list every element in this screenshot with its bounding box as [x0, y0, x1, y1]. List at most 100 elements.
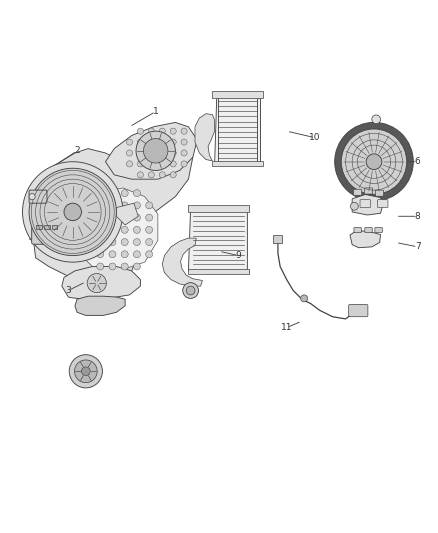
Circle shape	[121, 239, 128, 246]
Circle shape	[85, 202, 92, 209]
Circle shape	[181, 139, 187, 145]
Circle shape	[85, 251, 92, 258]
Circle shape	[109, 263, 116, 270]
Circle shape	[146, 227, 152, 233]
Circle shape	[109, 190, 116, 197]
Circle shape	[134, 227, 141, 233]
Circle shape	[85, 214, 92, 221]
Text: 8: 8	[415, 212, 420, 221]
FancyBboxPatch shape	[360, 200, 371, 207]
Circle shape	[97, 227, 104, 233]
Circle shape	[170, 139, 176, 145]
FancyBboxPatch shape	[187, 205, 249, 212]
Circle shape	[109, 227, 116, 233]
Circle shape	[134, 251, 141, 258]
Circle shape	[64, 203, 81, 221]
Circle shape	[138, 161, 144, 167]
Circle shape	[366, 154, 382, 169]
Circle shape	[121, 227, 128, 233]
Circle shape	[146, 251, 152, 258]
Circle shape	[97, 263, 104, 270]
Circle shape	[146, 202, 152, 209]
Polygon shape	[75, 296, 125, 316]
Text: 4: 4	[28, 233, 34, 243]
FancyBboxPatch shape	[349, 304, 368, 317]
FancyBboxPatch shape	[364, 188, 373, 194]
Text: 10: 10	[309, 133, 321, 142]
Circle shape	[148, 150, 154, 156]
Polygon shape	[75, 188, 158, 271]
FancyBboxPatch shape	[375, 190, 384, 196]
Polygon shape	[162, 238, 202, 286]
Circle shape	[146, 214, 152, 221]
Circle shape	[134, 202, 141, 209]
Text: 11: 11	[281, 323, 293, 332]
Circle shape	[148, 128, 154, 134]
FancyBboxPatch shape	[36, 225, 42, 229]
Circle shape	[29, 168, 117, 256]
Circle shape	[159, 172, 165, 178]
Circle shape	[121, 214, 128, 221]
Circle shape	[134, 190, 141, 197]
Circle shape	[159, 150, 165, 156]
FancyBboxPatch shape	[354, 228, 361, 232]
FancyBboxPatch shape	[375, 228, 382, 232]
Text: 3: 3	[66, 286, 71, 295]
Circle shape	[97, 190, 104, 197]
Polygon shape	[352, 195, 383, 215]
FancyBboxPatch shape	[187, 269, 249, 274]
Circle shape	[183, 282, 198, 298]
Circle shape	[121, 190, 128, 197]
Circle shape	[159, 139, 165, 145]
Polygon shape	[350, 231, 381, 248]
Circle shape	[138, 150, 144, 156]
Polygon shape	[195, 114, 215, 161]
Circle shape	[181, 128, 187, 134]
Circle shape	[138, 172, 144, 178]
Text: 5: 5	[83, 373, 89, 382]
Circle shape	[97, 239, 104, 246]
Circle shape	[127, 150, 133, 156]
Text: 1: 1	[153, 107, 159, 116]
Circle shape	[170, 150, 176, 156]
Circle shape	[159, 161, 165, 167]
Circle shape	[148, 139, 154, 145]
Circle shape	[134, 263, 141, 270]
Circle shape	[170, 172, 176, 178]
FancyBboxPatch shape	[212, 161, 263, 166]
FancyBboxPatch shape	[29, 190, 47, 203]
FancyBboxPatch shape	[44, 225, 49, 229]
Circle shape	[144, 139, 168, 163]
Polygon shape	[215, 94, 261, 164]
Circle shape	[69, 354, 102, 388]
FancyBboxPatch shape	[273, 235, 283, 243]
Circle shape	[22, 161, 123, 262]
Circle shape	[341, 129, 407, 195]
Text: 12: 12	[32, 195, 43, 203]
Text: 7: 7	[415, 243, 420, 252]
Polygon shape	[188, 207, 247, 271]
Circle shape	[85, 239, 92, 246]
Circle shape	[134, 214, 141, 221]
Polygon shape	[117, 203, 138, 225]
FancyBboxPatch shape	[353, 189, 362, 195]
Circle shape	[181, 150, 187, 156]
Circle shape	[81, 367, 90, 376]
Circle shape	[121, 202, 128, 209]
Circle shape	[109, 251, 116, 258]
Circle shape	[146, 239, 152, 246]
Circle shape	[29, 193, 35, 200]
FancyBboxPatch shape	[360, 146, 394, 175]
Circle shape	[97, 214, 104, 221]
Circle shape	[148, 161, 154, 167]
Circle shape	[335, 123, 413, 201]
Circle shape	[372, 115, 381, 124]
Circle shape	[97, 251, 104, 258]
Circle shape	[136, 131, 175, 171]
Circle shape	[74, 360, 97, 383]
Circle shape	[109, 214, 116, 221]
Circle shape	[300, 295, 307, 302]
Circle shape	[148, 172, 154, 178]
Text: 2: 2	[74, 146, 80, 155]
Circle shape	[170, 161, 176, 167]
